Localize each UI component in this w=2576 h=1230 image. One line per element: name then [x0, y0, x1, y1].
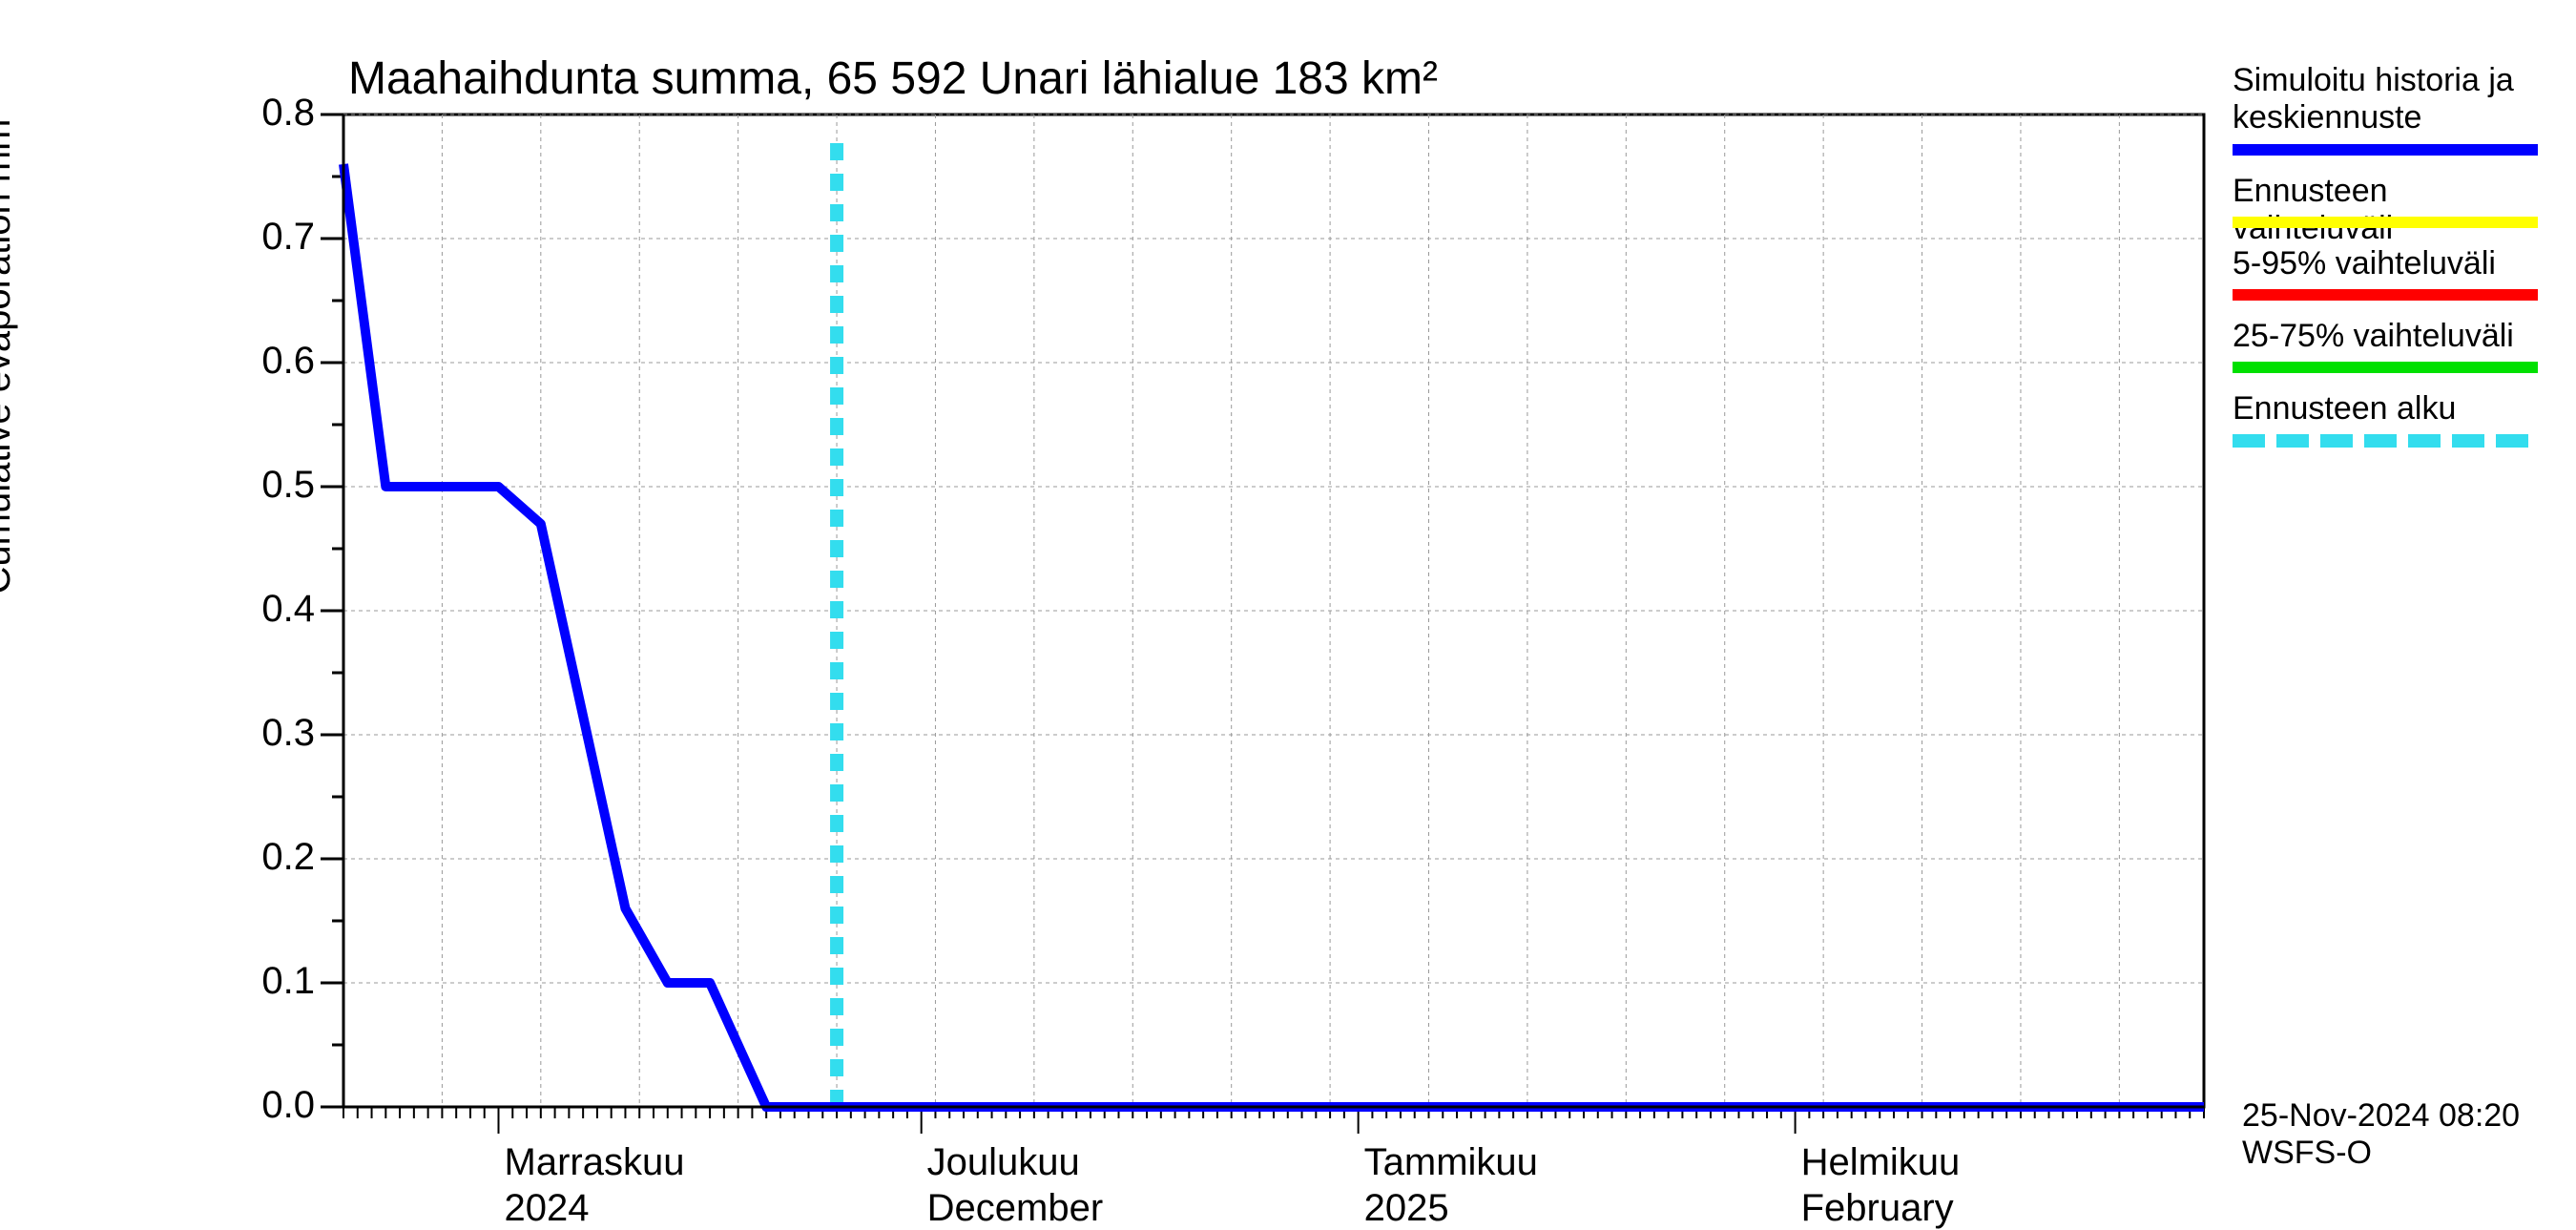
legend-label: Simuloitu historia ja keskiennuste [2233, 62, 2557, 136]
legend-label: 25-75% vaihteluväli [2233, 318, 2557, 355]
ytick-label: 0.0 [219, 1084, 315, 1127]
chart-container: Maahaihdunta summa, 65 592 Unari lähialu… [0, 0, 2576, 1145]
legend-swatch [2233, 144, 2538, 156]
ytick-label: 0.5 [219, 464, 315, 507]
plot-svg [0, 0, 2576, 1145]
xtick-label-line1: Joulukuu [927, 1141, 1080, 1184]
legend-swatch [2233, 362, 2538, 373]
xtick-label-line1: Tammikuu [1364, 1141, 1538, 1184]
legend-label: Ennusteen alku [2233, 390, 2557, 427]
legend-label: 5-95% vaihteluväli [2233, 245, 2557, 282]
legend-label: Ennusteen vaihteluväli [2233, 173, 2557, 247]
xtick-label-line2: 2024 [505, 1187, 590, 1230]
xtick-label-line2: 2025 [1364, 1187, 1449, 1230]
ytick-label: 0.1 [219, 960, 315, 1003]
ytick-label: 0.2 [219, 836, 315, 879]
ytick-label: 0.8 [219, 92, 315, 135]
legend-swatch [2233, 289, 2538, 301]
ytick-label: 0.4 [219, 588, 315, 631]
legend-swatch [2233, 217, 2538, 228]
ytick-label: 0.3 [219, 712, 315, 755]
xtick-label-line2: February [1801, 1187, 1954, 1230]
legend-swatch [2233, 434, 2538, 448]
ytick-label: 0.7 [219, 216, 315, 259]
xtick-label-line1: Helmikuu [1801, 1141, 1961, 1184]
xtick-label-line2: December [927, 1187, 1104, 1230]
ytick-label: 0.6 [219, 340, 315, 383]
xtick-label-line1: Marraskuu [505, 1141, 685, 1184]
timestamp: 25-Nov-2024 08:20 WSFS-O [2242, 1097, 2576, 1172]
